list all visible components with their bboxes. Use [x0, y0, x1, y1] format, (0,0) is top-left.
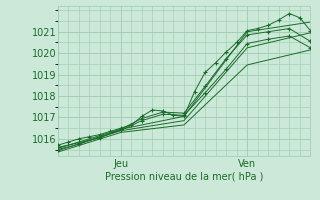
X-axis label: Pression niveau de la mer( hPa ): Pression niveau de la mer( hPa ) [105, 172, 263, 182]
